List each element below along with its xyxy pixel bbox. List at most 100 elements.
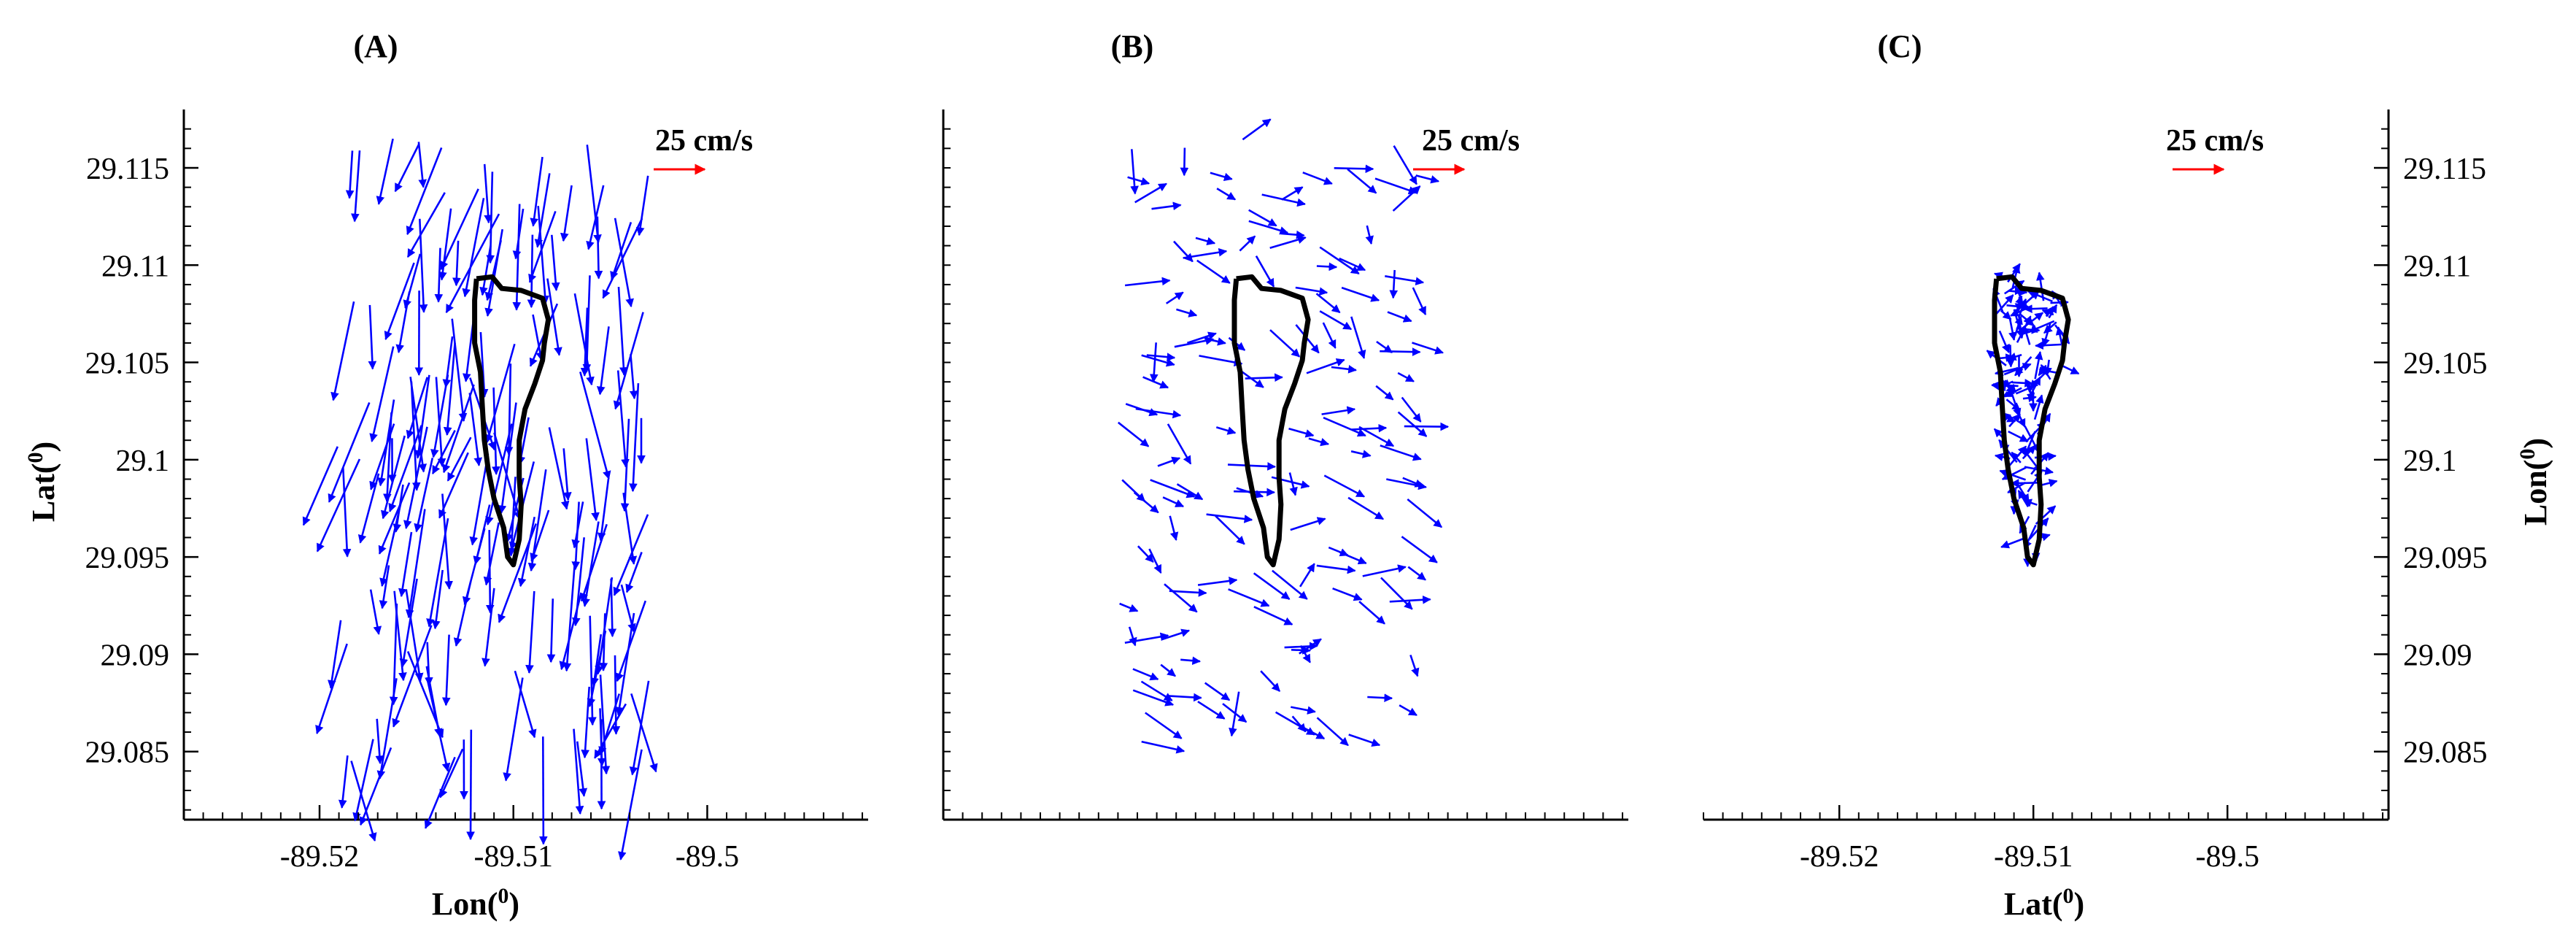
velocity-vector <box>1228 588 1270 607</box>
velocity-vector <box>1362 564 1407 577</box>
velocity-vector <box>403 426 428 529</box>
velocity-vector <box>406 192 446 258</box>
velocity-vector <box>594 216 603 280</box>
velocity-vector <box>443 342 456 436</box>
velocity-vector <box>1195 236 1216 246</box>
velocity-vector <box>576 741 588 797</box>
velocity-vector <box>1167 423 1192 465</box>
velocity-vector <box>2010 479 2039 488</box>
velocity-vector <box>616 370 630 468</box>
velocity-vector <box>1323 417 1366 437</box>
velocity-vector <box>446 436 472 482</box>
velocity-vector <box>1315 293 1341 314</box>
panel-label: (B) <box>1111 28 1154 64</box>
velocity-vector <box>1319 246 1360 275</box>
velocity-vector <box>1347 168 1377 194</box>
velocity-vector <box>425 666 443 737</box>
velocity-vector <box>1332 587 1363 601</box>
velocity-vector <box>2008 287 2028 296</box>
velocity-vector <box>1385 275 1425 286</box>
velocity-vector <box>1323 474 1366 498</box>
velocity-vector <box>1412 287 1427 316</box>
velocity-vector <box>1165 291 1184 304</box>
velocity-vector <box>1119 602 1139 612</box>
velocity-vector <box>406 377 428 439</box>
velocity-vector <box>532 314 545 361</box>
velocity-vector <box>571 501 581 571</box>
velocity-vector <box>1141 354 1175 367</box>
velocity-vector <box>1389 595 1431 604</box>
velocity-vector <box>1302 172 1333 185</box>
velocity-vector <box>342 467 352 558</box>
velocity-vector <box>618 749 643 861</box>
velocity-vector <box>562 561 576 672</box>
velocity-vector <box>588 615 597 726</box>
velocity-vector <box>1236 487 1264 499</box>
velocity-vector <box>440 188 479 270</box>
velocity-vector <box>452 240 461 287</box>
velocity-vector <box>1999 469 2027 481</box>
velocity-vector <box>357 473 380 544</box>
velocity-vector <box>438 208 452 281</box>
velocity-vector <box>1204 682 1231 701</box>
velocity-vector <box>376 138 394 205</box>
y-tick-label: 29.09 <box>101 639 170 672</box>
y-tick-label: 29.1 <box>116 444 170 478</box>
velocity-vector <box>442 384 475 474</box>
velocity-vector <box>507 477 517 557</box>
x-tick-label: -89.5 <box>2195 840 2259 874</box>
island-outline-path <box>1231 274 1311 568</box>
velocity-vector <box>1140 680 1173 701</box>
velocity-vector <box>1117 421 1150 447</box>
velocity-vector <box>551 234 560 291</box>
velocity-vector <box>1322 322 1337 349</box>
velocity-vector <box>2007 445 2027 468</box>
velocity-vector <box>1350 316 1366 359</box>
velocity-vector <box>1216 188 1237 201</box>
velocity-vector <box>384 262 415 340</box>
velocity-vector <box>1407 566 1426 581</box>
velocity-vector <box>1253 572 1291 600</box>
y-tick-label: 29.11 <box>101 250 169 283</box>
axis-ticks <box>943 128 1624 820</box>
velocity-vector <box>1150 479 1196 499</box>
velocity-vector <box>1174 336 1215 348</box>
velocity-vector <box>388 425 422 512</box>
velocity-vector <box>530 509 550 562</box>
y-tick-label: 29.115 <box>2403 153 2486 186</box>
velocity-vector <box>414 374 430 459</box>
velocity-vector <box>1130 149 1139 195</box>
island-outline <box>472 274 552 568</box>
velocity-vector <box>1197 577 1238 586</box>
velocity-vector <box>517 517 535 588</box>
velocity-vector <box>1316 262 1338 272</box>
velocity-vector <box>615 612 635 716</box>
velocity-vector <box>1215 515 1245 545</box>
velocity-vector <box>1272 569 1308 600</box>
velocity-vector <box>392 625 433 728</box>
velocity-vector <box>468 393 483 466</box>
velocity-vector <box>441 634 451 707</box>
velocity-vector <box>613 514 649 596</box>
velocity-vector <box>504 363 514 455</box>
velocity-vector <box>376 678 398 780</box>
velocity-vector <box>585 438 600 522</box>
x-tick-label: -89.51 <box>473 840 553 874</box>
velocity-vector <box>630 693 658 773</box>
velocity-vector <box>1404 422 1450 431</box>
x-tick-label: -89.5 <box>676 840 740 874</box>
island-outline-path <box>1992 274 2071 568</box>
velocity-vector <box>599 674 611 775</box>
velocity-vector <box>316 458 361 553</box>
velocity-vector <box>1397 411 1428 437</box>
velocity-vector <box>395 291 411 354</box>
velocity-vector <box>1331 365 1357 374</box>
velocity-vector <box>481 588 495 667</box>
velocity-vector <box>1215 426 1237 435</box>
velocity-vector <box>514 670 537 739</box>
velocity-vector <box>1164 583 1198 613</box>
velocity-vector <box>479 245 492 296</box>
velocity-vector <box>406 147 443 236</box>
velocity-vector <box>2024 426 2040 453</box>
velocity-vector <box>1399 704 1417 717</box>
